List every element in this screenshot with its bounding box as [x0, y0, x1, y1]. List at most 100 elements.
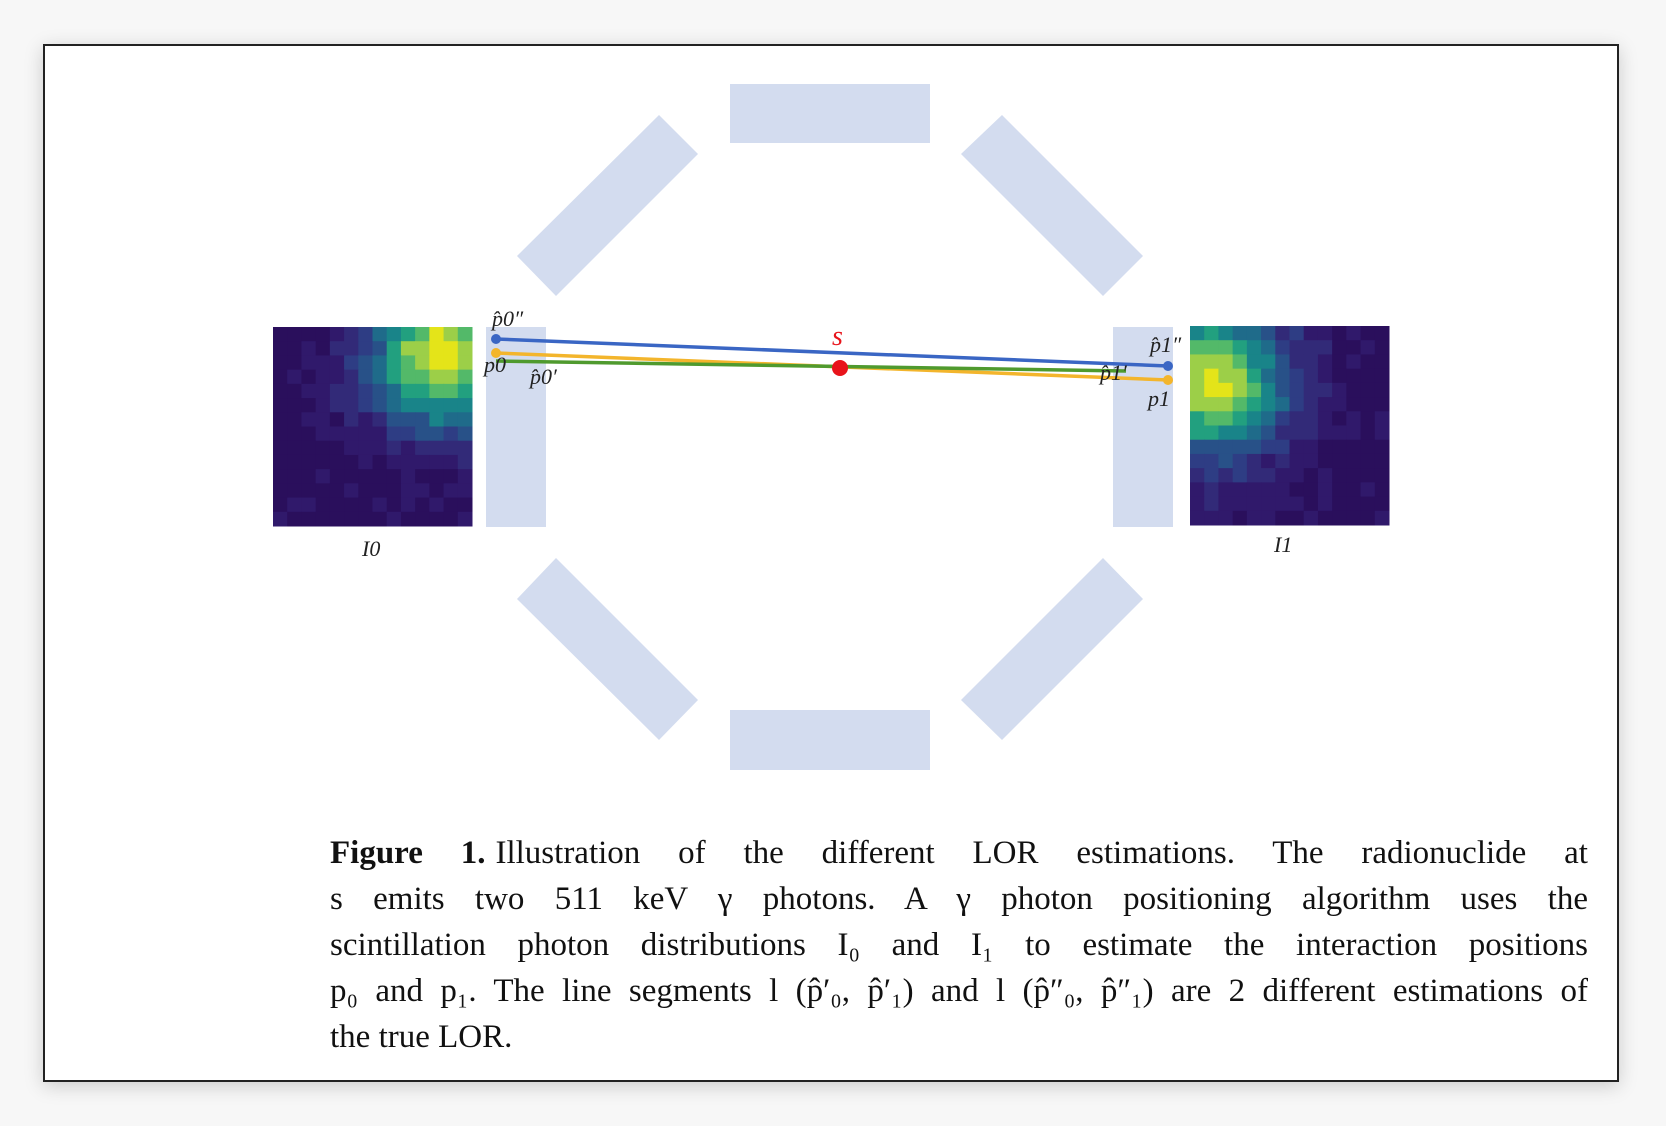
heatmap-cell [301, 454, 317, 470]
heatmap-cell [1204, 382, 1219, 398]
heatmap-cell [1346, 382, 1362, 398]
heatmap-cell [301, 511, 317, 527]
heatmap-cell [400, 426, 416, 442]
heatmap-cell [315, 369, 331, 385]
heatmap-cell [329, 412, 345, 427]
heatmap-cell [1204, 368, 1219, 384]
heatmap-cell [372, 426, 388, 442]
heatmap-cell [400, 341, 416, 356]
heatmap-cell [344, 327, 359, 342]
detector-bottom-left [517, 558, 698, 740]
heatmap-cell [457, 483, 473, 499]
heatmap-cell [400, 327, 416, 342]
heatmap-cell [1332, 397, 1347, 412]
heatmap-cell [1246, 439, 1262, 455]
heatmap-cell [315, 454, 331, 470]
heatmap-cell [1232, 382, 1248, 398]
heatmap-cell [329, 440, 345, 456]
heatmap-cell [1218, 397, 1234, 412]
heatmap-cell [1332, 326, 1347, 341]
heatmap-cell [457, 355, 473, 371]
heatmap-cell [344, 355, 359, 371]
heatmap-cell [1346, 496, 1362, 512]
heatmap-cell [287, 412, 302, 427]
heatmap-cell [1360, 510, 1376, 526]
lor-line-blue [495, 337, 1169, 368]
heatmap-cell [329, 369, 345, 385]
heatmap-cell [429, 469, 445, 484]
heatmap-cell [1218, 496, 1234, 512]
heatmap-cell [372, 383, 388, 399]
heatmap-cell [372, 440, 388, 456]
heatmap-cell [1261, 340, 1276, 355]
heatmap-cell [1246, 354, 1262, 370]
heatmap-cell [400, 398, 416, 413]
heatmap-cell [1232, 468, 1248, 483]
heatmap-cell [301, 369, 317, 385]
heatmap-cell [415, 369, 430, 385]
heatmap-cell [386, 412, 402, 427]
heatmap-cell [1190, 453, 1205, 469]
heatmap-cell [1232, 354, 1248, 370]
detector-top-right [961, 115, 1143, 296]
heatmap-cell [315, 483, 331, 499]
heatmap-cell [1232, 496, 1248, 512]
heatmap-cell [315, 426, 331, 442]
heatmap-cell [1303, 340, 1319, 355]
heatmap-cell [1232, 397, 1248, 412]
heatmap-cell [443, 369, 459, 385]
heatmap-cell [400, 369, 416, 385]
heatmap-cell [372, 497, 388, 513]
heatmap-cell [386, 440, 402, 456]
heatmap-cell [1289, 340, 1305, 355]
heatmap-cell [1360, 382, 1376, 398]
heatmap-cell [1303, 425, 1319, 441]
heatmap-cell [1218, 411, 1234, 426]
heatmap-cell [329, 454, 345, 470]
heatmap-cell [1346, 397, 1362, 412]
heatmap-cell [1332, 496, 1347, 512]
heatmap-cell [457, 412, 473, 427]
heatmap-cell [1346, 340, 1362, 355]
heatmap-cell [1218, 368, 1234, 384]
heatmap-cell [1289, 368, 1305, 384]
heatmap-cell [315, 383, 331, 399]
heatmap-cell [1275, 468, 1290, 483]
heatmap-cell [301, 398, 317, 413]
detector-bottom-right [961, 558, 1143, 740]
heatmap-cell [415, 497, 430, 513]
heatmap-cell [273, 511, 288, 527]
heatmap-cell [415, 327, 430, 342]
heatmap-cell [1289, 425, 1305, 441]
heatmap-cell [1317, 425, 1333, 441]
heatmap-cell [1303, 468, 1319, 483]
heatmap-cell [400, 469, 416, 484]
heatmap-cell [457, 398, 473, 413]
heatmap-cell [400, 511, 416, 527]
heatmap-cell [344, 412, 359, 427]
heatmap-cell [273, 398, 288, 413]
heatmap-cell [1190, 439, 1205, 455]
heatmap-cell [1289, 468, 1305, 483]
heatmap-cell [358, 469, 373, 484]
heatmap-cell [1346, 439, 1362, 455]
heatmap-cell [315, 355, 331, 371]
heatmap-cell [1246, 482, 1262, 498]
heatmap-cell [1204, 397, 1219, 412]
heatmap-cell [287, 454, 302, 470]
heatmap-cell [1204, 496, 1219, 512]
heatmap-cell [1275, 397, 1290, 412]
heatmap-cell [386, 383, 402, 399]
heatmap-cell [344, 369, 359, 385]
heatmap-cell [372, 412, 388, 427]
heatmap-cell [1190, 368, 1205, 384]
heatmap-cell [358, 412, 373, 427]
heatmap-cell [315, 469, 331, 484]
heatmap-cell [1275, 439, 1290, 455]
heatmap-cell [1317, 482, 1333, 498]
heatmap-cell [1232, 340, 1248, 355]
heatmap-cell [457, 454, 473, 470]
heatmap-cell [1204, 340, 1219, 355]
heatmap-cell [329, 355, 345, 371]
heatmap-cell [301, 412, 317, 427]
